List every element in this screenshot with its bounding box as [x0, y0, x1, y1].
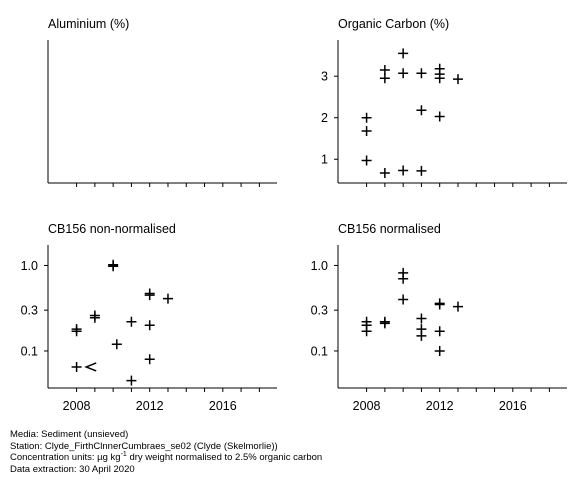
- data-point: [416, 165, 427, 176]
- x-tick-label: 2012: [136, 399, 164, 413]
- y-tick-label: 0.1: [21, 344, 38, 358]
- data-point: [71, 326, 82, 337]
- data-point: [111, 339, 122, 350]
- chart-panel-1: Aluminium (%): [47, 17, 277, 187]
- data-point: [89, 312, 100, 323]
- y-tick-label: 0.1: [311, 344, 328, 358]
- data-point: [398, 48, 409, 59]
- footer-units-sup: -1: [120, 451, 127, 459]
- data-point: [398, 294, 409, 305]
- footer: Media: Sediment (unsieved) Station: Clyd…: [10, 429, 322, 475]
- panel-title: Aluminium (%): [48, 17, 129, 31]
- data-point: [452, 74, 463, 85]
- footer-units-prefix: Concentration units: µg kg: [10, 452, 121, 464]
- y-tick-label: 3: [321, 70, 328, 84]
- x-tick-label: 2012: [426, 399, 454, 413]
- data-point: [71, 361, 82, 372]
- data-point: [434, 299, 445, 310]
- data-point: [144, 320, 155, 331]
- data-point: [379, 73, 390, 84]
- x-tick-label: 2016: [209, 399, 237, 413]
- data-point: [434, 345, 445, 356]
- footer-station: Station: Clyde_FirthClnnerCumbraes_se02 …: [10, 440, 278, 452]
- y-tick-label: 2: [321, 111, 328, 125]
- data-point: [434, 73, 445, 84]
- data-point: [398, 273, 409, 284]
- data-point: [416, 105, 427, 116]
- panel-title: Organic Carbon (%): [338, 17, 449, 31]
- data-point: [361, 126, 372, 137]
- chart-panel-2: Organic Carbon (%) 1 2 3: [321, 17, 567, 187]
- y-tick-label: 0.3: [21, 304, 38, 318]
- panel-title: CB156 non-normalised: [48, 222, 176, 236]
- x-tick-label: 2016: [499, 399, 527, 413]
- data-point: [416, 330, 427, 341]
- chart-panel-3: CB156 non-normalised 2008 2012 2016 0.1 0.3 1.…: [21, 222, 277, 413]
- x-tick-label: 2008: [63, 399, 91, 413]
- data-point: [361, 155, 372, 166]
- footer-media: Media: Sediment (unsieved): [10, 429, 129, 440]
- data-point: [398, 165, 409, 176]
- data-point: [416, 313, 427, 324]
- data-point: [379, 167, 390, 178]
- footer-units: Concentration units: µg kg-1 dry weight …: [10, 451, 323, 464]
- x-tick-label: 2008: [353, 399, 381, 413]
- data-point: [108, 261, 119, 272]
- data-point: [144, 354, 155, 365]
- data-point: [434, 326, 445, 337]
- y-tick-label: 0.3: [311, 304, 328, 318]
- data-point: [434, 111, 445, 122]
- data-point: [144, 290, 155, 301]
- data-point: [416, 68, 427, 79]
- data-point: [126, 375, 137, 386]
- data-point: [398, 68, 409, 79]
- data-point: [162, 293, 173, 304]
- panel-title: CB156 normalised: [338, 222, 441, 236]
- y-tick-label: 1.0: [21, 259, 38, 273]
- footer-extraction: Data extraction: 30 April 2020: [10, 463, 135, 475]
- y-tick-label: 1.0: [311, 259, 328, 273]
- chart-panel-4: CB156 normalised 2008 2012 2016 0.1 0.3 1.0: [311, 222, 567, 413]
- data-point: [361, 112, 372, 123]
- data-point: [126, 316, 137, 327]
- y-tick-label: 1: [321, 153, 328, 167]
- footer-units-suffix: dry weight normalised to 2.5% organic ca…: [126, 452, 323, 464]
- data-point: [452, 301, 463, 312]
- data-point: [361, 326, 372, 337]
- less-than-point: [84, 362, 97, 372]
- data-point: [379, 318, 390, 329]
